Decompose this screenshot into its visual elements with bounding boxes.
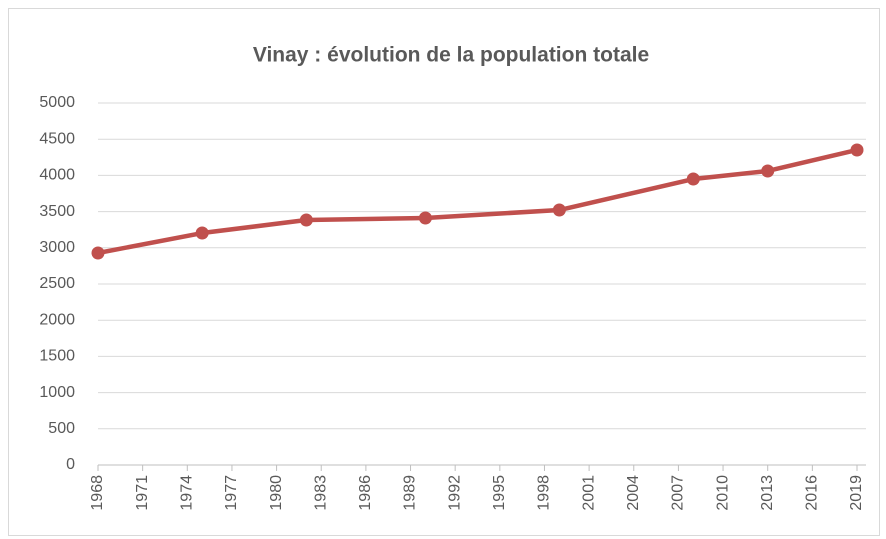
y-tick-label: 1500	[39, 348, 75, 365]
x-tick-label: 1995	[491, 475, 508, 511]
y-tick-label: 3500	[39, 203, 75, 220]
chart-title: Vinay : évolution de la population total…	[253, 44, 649, 67]
x-tick-label: 2010	[714, 475, 731, 511]
x-tick-label: 2007	[670, 475, 687, 511]
x-tick-label: 1983	[312, 475, 329, 511]
data-point	[850, 143, 864, 157]
y-tick-label: 0	[66, 456, 75, 473]
data-point	[91, 246, 105, 260]
y-tick-label: 500	[48, 420, 75, 437]
data-point	[761, 164, 775, 178]
y-tick-label: 4500	[39, 130, 75, 147]
data-point	[552, 203, 566, 217]
data-point	[418, 211, 432, 225]
chart-border	[8, 8, 880, 536]
x-tick-label: 2016	[804, 475, 821, 511]
data-point	[686, 172, 700, 186]
y-tick-label: 2000	[39, 311, 75, 328]
y-tick-label: 5000	[39, 94, 75, 111]
y-tick-label: 2500	[39, 275, 75, 292]
x-tick-label: 1977	[223, 475, 240, 511]
x-tick-label: 1992	[446, 475, 463, 511]
data-line	[97, 147, 858, 256]
x-tick-label: 1980	[268, 475, 285, 511]
y-tick-label: 3000	[39, 239, 75, 256]
x-tick-label: 1989	[402, 475, 419, 511]
x-tick-label: 2001	[580, 475, 597, 511]
data-point	[299, 213, 313, 227]
x-tick-label: 1974	[179, 475, 196, 511]
x-tick-label: 2013	[759, 475, 776, 511]
x-tick-label: 2019	[848, 475, 865, 511]
data-point	[195, 226, 209, 240]
x-tick-label: 1986	[357, 475, 374, 511]
x-tick-label: 2004	[625, 475, 642, 511]
y-tick-label: 1000	[39, 384, 75, 401]
x-tick-label: 1968	[89, 475, 106, 511]
x-tick-label: 1971	[134, 475, 151, 511]
x-tick-label: 1998	[536, 475, 553, 511]
y-tick-label: 4000	[39, 167, 75, 184]
